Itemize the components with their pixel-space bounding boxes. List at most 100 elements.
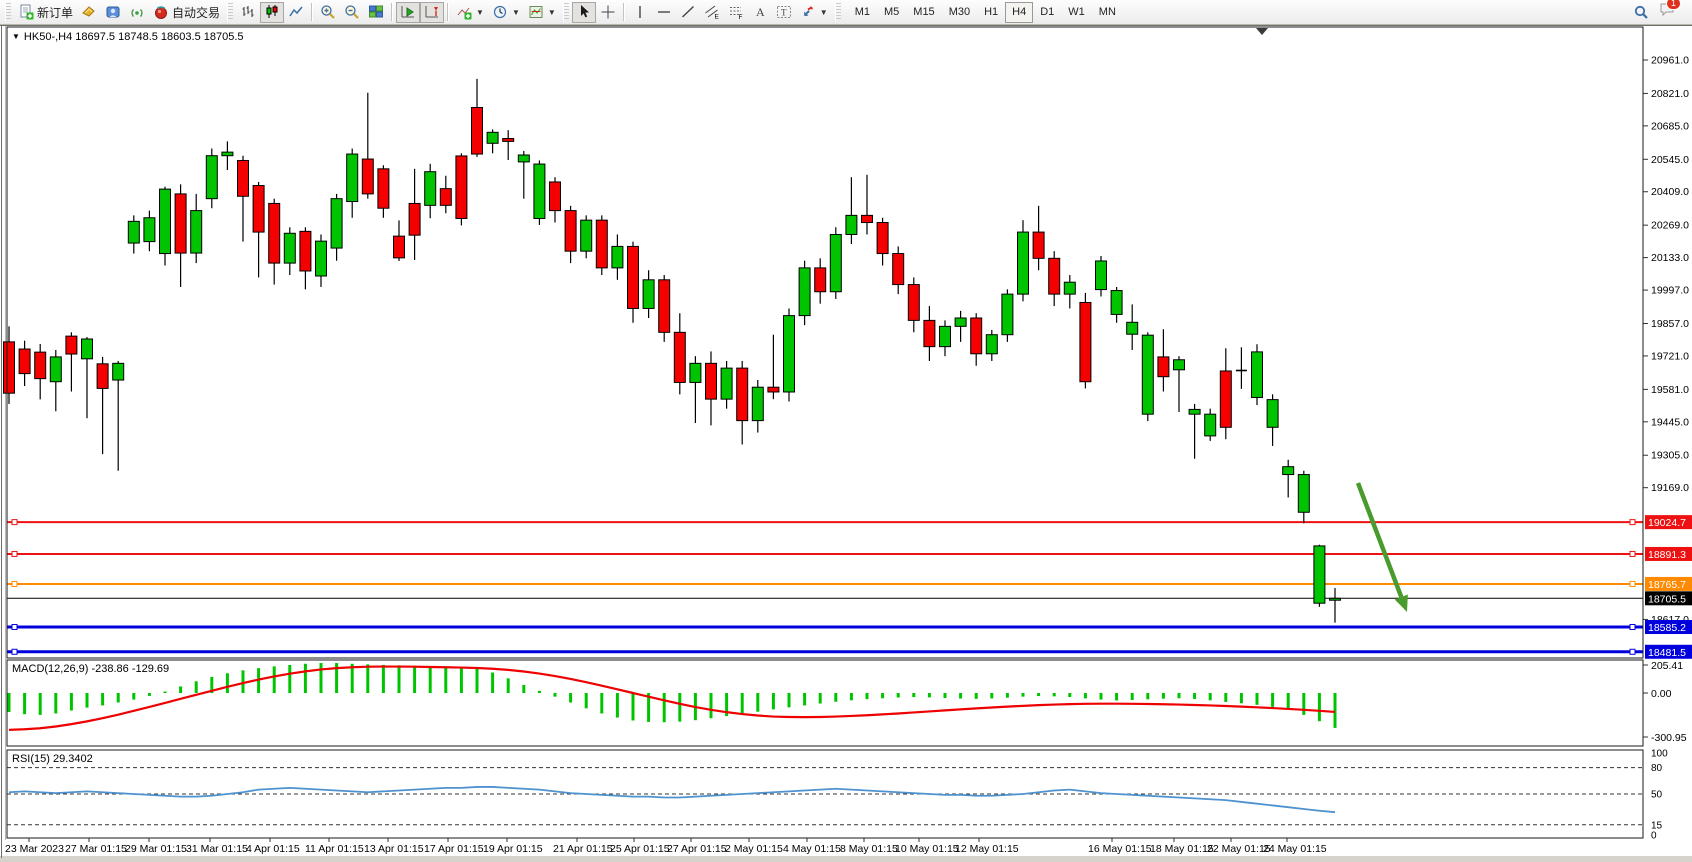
toolbar-grip[interactable]	[834, 3, 841, 21]
search-button[interactable]	[1629, 2, 1654, 23]
timeframe-w1[interactable]: W1	[1061, 2, 1092, 23]
signals-button[interactable]	[125, 2, 149, 23]
tile-windows-button[interactable]	[364, 2, 388, 23]
svg-text:19305.0: 19305.0	[1651, 450, 1689, 462]
templates-icon	[529, 6, 543, 18]
horizontal-line-icon	[657, 11, 670, 13]
svg-text:19445.0: 19445.0	[1651, 416, 1689, 428]
svg-text:19169.0: 19169.0	[1651, 482, 1689, 494]
zoom-in-button[interactable]	[316, 2, 340, 23]
cursor-icon	[580, 5, 589, 18]
svg-text:20269.0: 20269.0	[1651, 220, 1689, 232]
autotrade-icon	[155, 6, 168, 19]
candles-layer	[3, 78, 1341, 623]
autoscroll-button[interactable]	[396, 1, 421, 23]
vertical-line-icon	[639, 6, 641, 18]
svg-text:4 May 01:15: 4 May 01:15	[783, 843, 841, 855]
svg-text:20409.0: 20409.0	[1651, 186, 1689, 198]
dropdown-caret-icon: ▼	[511, 7, 520, 17]
periods-button[interactable]: ▼	[488, 2, 524, 23]
zoom-out-button[interactable]	[340, 2, 364, 23]
svg-text:20685.0: 20685.0	[1651, 120, 1689, 132]
new-order-button[interactable]: 新订单	[14, 2, 77, 23]
rsi-pane[interactable]	[7, 767, 1643, 826]
chart-shift-button[interactable]	[420, 1, 445, 23]
zoom-in-icon	[321, 5, 335, 19]
templates-button[interactable]: ▼	[524, 2, 560, 23]
price-axis[interactable]: 20961.0 20821.0 20685.0 20545.0 20409.0 20269…	[1643, 55, 1692, 842]
svg-text:19721.0: 19721.0	[1651, 350, 1689, 362]
horizontal-line-button[interactable]	[652, 2, 676, 23]
macd-pane[interactable]	[7, 663, 1337, 731]
line-chart-button[interactable]	[284, 2, 308, 23]
chart-collapse-triangle-icon[interactable]: ▼	[12, 32, 20, 41]
vertical-line-button[interactable]	[628, 2, 652, 23]
svg-text:25 Apr 01:15: 25 Apr 01:15	[610, 843, 670, 855]
svg-text:18705.5: 18705.5	[1648, 593, 1686, 605]
rsi-line	[8, 786, 1336, 814]
profile-button[interactable]	[101, 2, 125, 23]
macd-indicator-label: MACD(12,26,9) -238.86 -129.69	[12, 663, 170, 675]
community-icon	[82, 6, 95, 17]
horizontal-line-objects[interactable]	[7, 519, 1643, 655]
svg-text:27 Mar 01:15: 27 Mar 01:15	[65, 843, 127, 855]
timeframe-d1[interactable]: D1	[1033, 2, 1061, 23]
equidistant-channel-button[interactable]: E	[700, 2, 724, 23]
line-chart-icon	[289, 6, 303, 17]
indicators-icon	[457, 7, 472, 20]
chart-title: ▼ HK50-,H4 18697.5 18748.5 18603.5 18705.…	[12, 31, 244, 43]
toolbar-grip[interactable]	[5, 3, 11, 21]
svg-text:19997.0: 19997.0	[1651, 285, 1689, 297]
svg-text:18585.2: 18585.2	[1648, 622, 1686, 634]
trend-arrow-line	[1355, 482, 1404, 598]
toolbar-grip[interactable]	[227, 3, 234, 21]
timeframe-toolbar: M1 M5 M15 M30 H1 H4 D1 W1 MN	[848, 1, 1123, 23]
bar-chart-button[interactable]	[236, 2, 260, 23]
fibonacci-button[interactable]: F	[724, 2, 748, 23]
chart-client-area	[0, 25, 1692, 858]
bar-chart-icon	[242, 6, 254, 17]
autotrade-button[interactable]: 自动交易	[149, 2, 224, 23]
svg-text:T: T	[781, 8, 787, 18]
svg-text:205.41: 205.41	[1651, 660, 1683, 672]
timeframe-m15[interactable]: M15	[906, 2, 941, 23]
toolbar-separator	[447, 3, 450, 21]
community-button[interactable]	[77, 2, 101, 23]
svg-text:18481.5: 18481.5	[1648, 647, 1686, 659]
toolbar-separator	[391, 3, 394, 21]
timeframe-h1[interactable]: H1	[977, 2, 1005, 23]
notifications-button[interactable]: 1	[1658, 0, 1681, 23]
rsi-indicator-label: RSI(15) 29.3402	[12, 753, 93, 765]
svg-text:24 May 01:15: 24 May 01:15	[1263, 843, 1327, 855]
svg-text:27 Apr 01:15: 27 Apr 01:15	[667, 843, 727, 855]
svg-text:20961.0: 20961.0	[1651, 55, 1689, 67]
timeframe-m1[interactable]: M1	[848, 2, 877, 23]
toolbar-separator	[311, 3, 314, 21]
toolbar-grip[interactable]	[562, 3, 569, 21]
timeframe-h4[interactable]: H4	[1005, 1, 1034, 23]
timeframe-mn[interactable]: MN	[1092, 2, 1123, 23]
svg-text:12 May 01:15: 12 May 01:15	[955, 843, 1019, 855]
arrows-button[interactable]: ▼	[796, 2, 832, 23]
new-order-icon	[20, 4, 34, 20]
chart-symbol-period: HK50-,H4	[23, 31, 73, 43]
cursor-button[interactable]	[571, 1, 596, 23]
indicators-button[interactable]: ▼	[452, 2, 488, 23]
chart-shift-icon	[425, 6, 439, 18]
candlestick-chart-button[interactable]	[260, 1, 285, 23]
trendline-button[interactable]	[676, 2, 700, 23]
svg-text:F: F	[738, 14, 742, 20]
arrows-icon	[803, 5, 813, 16]
text-button[interactable]: A	[748, 2, 772, 23]
main-price-pane[interactable]	[3, 28, 1644, 655]
autoscroll-icon	[401, 6, 415, 18]
notification-badge: 1	[1665, 0, 1681, 10]
timeframe-m30[interactable]: M30	[942, 2, 977, 23]
crosshair-button[interactable]	[596, 2, 620, 23]
text-label-button[interactable]: T	[772, 2, 796, 23]
timeframe-m5[interactable]: M5	[877, 2, 906, 23]
svg-text:2 May 01:15: 2 May 01:15	[725, 843, 783, 855]
